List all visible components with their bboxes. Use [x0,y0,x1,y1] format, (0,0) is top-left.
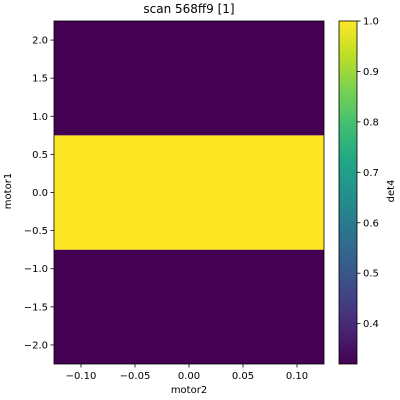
y-tick-label: −0.5 [24,226,48,237]
chart-title: scan 568ff9 [1] [143,2,234,16]
y-tick-label: −1.0 [24,264,48,275]
y-tick-label: −2.0 [24,340,48,351]
x-tick-label: 0.00 [178,371,200,382]
x-axis-label: motor2 [171,385,207,396]
y-tick-label: 2.0 [32,36,48,47]
colorbar-tick-label: 0.4 [363,319,379,330]
colorbar-ticks: 0.4 0.5 0.6 0.7 0.8 0.9 1.0 [357,17,379,330]
heatmap-cells [54,21,324,364]
colorbar-tick-label: 0.9 [363,67,379,78]
x-tick-label: 0.05 [232,371,254,382]
heatmap-cell-1 [54,135,324,250]
y-tick-label: 1.0 [32,112,48,123]
heatmap-cell-0 [54,249,324,364]
colorbar-tick-label: 1.0 [363,17,379,28]
colorbar-tick-label: 0.7 [363,168,379,179]
colorbar [339,21,357,364]
heatmap-cell-2 [54,21,324,136]
y-axis: −2.0 −1.5 −1.0 −0.5 0.0 0.5 1.0 1.5 2.0 [24,36,54,351]
colorbar-tick-label: 0.5 [363,269,379,280]
colorbar-tick-label: 0.6 [363,218,379,229]
y-tick-label: 1.5 [32,74,48,85]
y-axis-label: motor1 [3,173,14,209]
colorbar-frame [338,20,358,365]
x-axis: −0.10 −0.05 0.00 0.05 0.10 [66,364,308,382]
y-tick-label: 0.0 [32,188,48,199]
x-tick-label: 0.10 [286,371,308,382]
x-tick-label: −0.10 [66,371,97,382]
x-tick-label: −0.05 [120,371,151,382]
colorbar-label: det4 [386,180,397,203]
y-tick-label: 0.5 [32,150,48,161]
y-tick-label: −1.5 [24,302,48,313]
colorbar-tick-label: 0.8 [363,117,379,128]
